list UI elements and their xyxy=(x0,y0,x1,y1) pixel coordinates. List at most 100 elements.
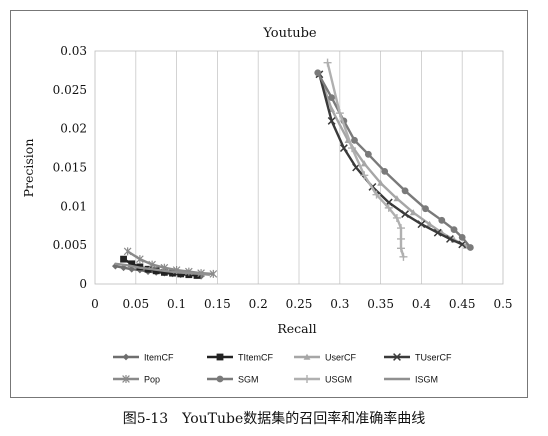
x-tick-label: 0.15 xyxy=(204,297,231,311)
y-tick-label: 0.015 xyxy=(53,161,87,175)
x-tick-label: 0.5 xyxy=(493,297,512,311)
legend-label: SGM xyxy=(238,375,259,385)
series-line xyxy=(114,262,211,276)
data-point xyxy=(384,203,393,212)
data-point xyxy=(148,260,156,269)
data-point xyxy=(327,116,336,125)
series-isgm xyxy=(114,262,211,276)
y-tick-labels: 0 0.005 0.01 0.015 0.02 0.025 0.03 xyxy=(53,44,87,291)
legend: ItemCF TItemCF UserCF TUserCF Pop SGM USGM ISGM xyxy=(113,353,452,385)
data-point xyxy=(128,265,136,273)
legend-item-itemcf: ItemCF xyxy=(113,353,174,363)
legend-label: UserCF xyxy=(325,353,357,363)
y-tick-label: 0.005 xyxy=(53,238,87,252)
x-tick-label: 0.25 xyxy=(286,297,313,311)
series-line xyxy=(326,61,405,259)
grid-layer xyxy=(135,51,463,284)
legend-item-sgm: SGM xyxy=(207,375,259,385)
data-point xyxy=(360,160,368,167)
data-point xyxy=(177,270,185,278)
legend-swatch-marker xyxy=(303,353,311,360)
x-tick-label: 0.45 xyxy=(449,297,476,311)
data-point xyxy=(160,268,168,276)
data-point xyxy=(399,252,408,261)
x-tick-label: 0.35 xyxy=(367,297,394,311)
data-point xyxy=(450,226,458,234)
data-point xyxy=(120,264,127,272)
legend-item-pop: Pop xyxy=(113,375,160,385)
legend-swatch-marker xyxy=(393,353,401,361)
data-point xyxy=(112,262,119,270)
data-point xyxy=(397,244,405,253)
data-point xyxy=(377,179,384,186)
chart-title: Youtube xyxy=(262,26,317,41)
legend-item-tusercf: TUserCF xyxy=(384,353,452,363)
x-tick-label: 0.2 xyxy=(249,297,268,311)
data-point xyxy=(339,144,348,153)
data-point xyxy=(335,109,344,118)
data-point xyxy=(120,255,127,263)
legend-label: TItemCF xyxy=(238,353,274,363)
legend-label: USGM xyxy=(325,375,352,385)
y-tick-label: 0.03 xyxy=(60,44,87,58)
data-point xyxy=(446,235,454,243)
legend-swatch-marker xyxy=(216,375,224,383)
data-point xyxy=(397,224,405,233)
data-point xyxy=(458,240,467,249)
data-point xyxy=(397,234,405,243)
y-axis-label: Precision xyxy=(21,139,36,198)
data-point xyxy=(417,220,426,229)
legend-label: ISGM xyxy=(415,375,438,385)
data-point xyxy=(426,220,433,227)
data-point xyxy=(438,216,446,224)
legend-item-usgm: USGM xyxy=(294,375,352,385)
x-tick-label: 0.1 xyxy=(167,297,186,311)
data-point xyxy=(364,150,372,158)
y-tick-label: 0.025 xyxy=(53,83,87,97)
y-tick-label: 0 xyxy=(79,277,87,291)
legend-swatch-marker xyxy=(303,375,311,383)
data-point xyxy=(352,163,361,172)
data-point xyxy=(392,213,401,222)
x-tick-label: 0.05 xyxy=(122,297,149,311)
data-point xyxy=(323,58,332,67)
series-layer xyxy=(112,58,474,280)
data-point xyxy=(328,94,336,101)
x-tick-label: 0.4 xyxy=(412,297,431,311)
chart-svg: Youtube 0 0.05 0.1 0.15 0.2 0.25 0.3 0.35 0.4 0.4… xyxy=(21,26,513,385)
legend-label: ItemCF xyxy=(144,353,174,363)
legend-label: TUserCF xyxy=(415,353,452,363)
data-point xyxy=(360,171,369,180)
series-usercf xyxy=(316,70,470,249)
data-point xyxy=(348,144,357,153)
data-point xyxy=(314,69,322,77)
figure-frame: Youtube 0 0.05 0.1 0.15 0.2 0.25 0.3 0.35 0.4 0.4… xyxy=(10,10,528,398)
legend-item-usercf: UserCF xyxy=(294,353,357,363)
x-tick-label: 0 xyxy=(91,297,99,311)
plot-area xyxy=(94,50,504,285)
data-point xyxy=(401,187,409,195)
data-point xyxy=(372,190,381,199)
series-sgm xyxy=(314,69,474,251)
data-point xyxy=(193,272,201,279)
legend-swatch-marker xyxy=(122,353,130,361)
data-point xyxy=(128,260,136,268)
series-line xyxy=(316,71,472,249)
y-tick-label: 0.02 xyxy=(60,122,87,136)
data-point xyxy=(136,255,144,264)
legend-item-isgm: ISGM xyxy=(384,375,438,385)
x-tick-labels: 0 0.05 0.1 0.15 0.2 0.25 0.3 0.35 0.4 0.45 0.5 xyxy=(91,297,512,311)
series-line xyxy=(122,257,199,277)
data-point xyxy=(409,209,417,216)
data-point xyxy=(123,247,132,256)
data-point xyxy=(466,244,474,251)
data-point xyxy=(381,167,389,175)
x-tick-label: 0.3 xyxy=(330,297,349,311)
legend-swatch-marker xyxy=(122,375,130,383)
data-point xyxy=(458,234,466,241)
series-usgm xyxy=(323,58,408,261)
figure-caption: 图5-13 YouTube数据集的召回率和准确率曲线 xyxy=(122,411,426,427)
data-point xyxy=(433,228,442,237)
data-point xyxy=(401,210,410,219)
data-point xyxy=(393,195,401,202)
